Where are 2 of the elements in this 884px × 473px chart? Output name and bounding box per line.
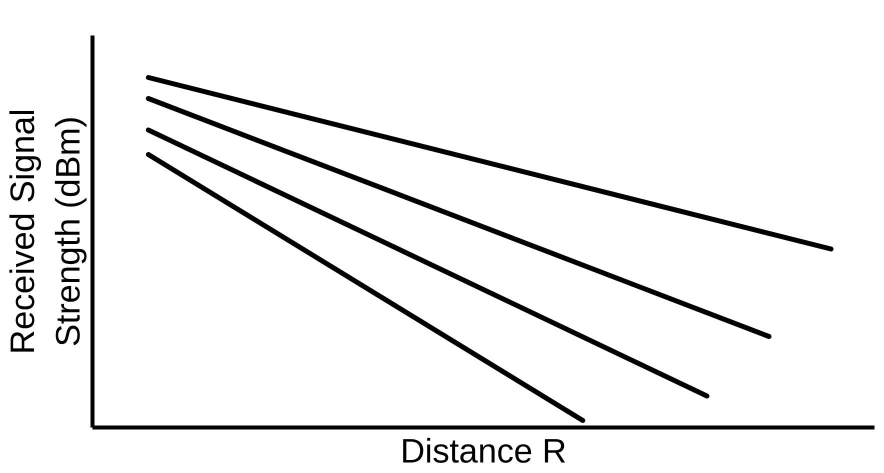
x-axis-title: Distance R (400, 432, 567, 470)
y-axis-title: Received Signal Strength (dBm) (4, 108, 88, 354)
